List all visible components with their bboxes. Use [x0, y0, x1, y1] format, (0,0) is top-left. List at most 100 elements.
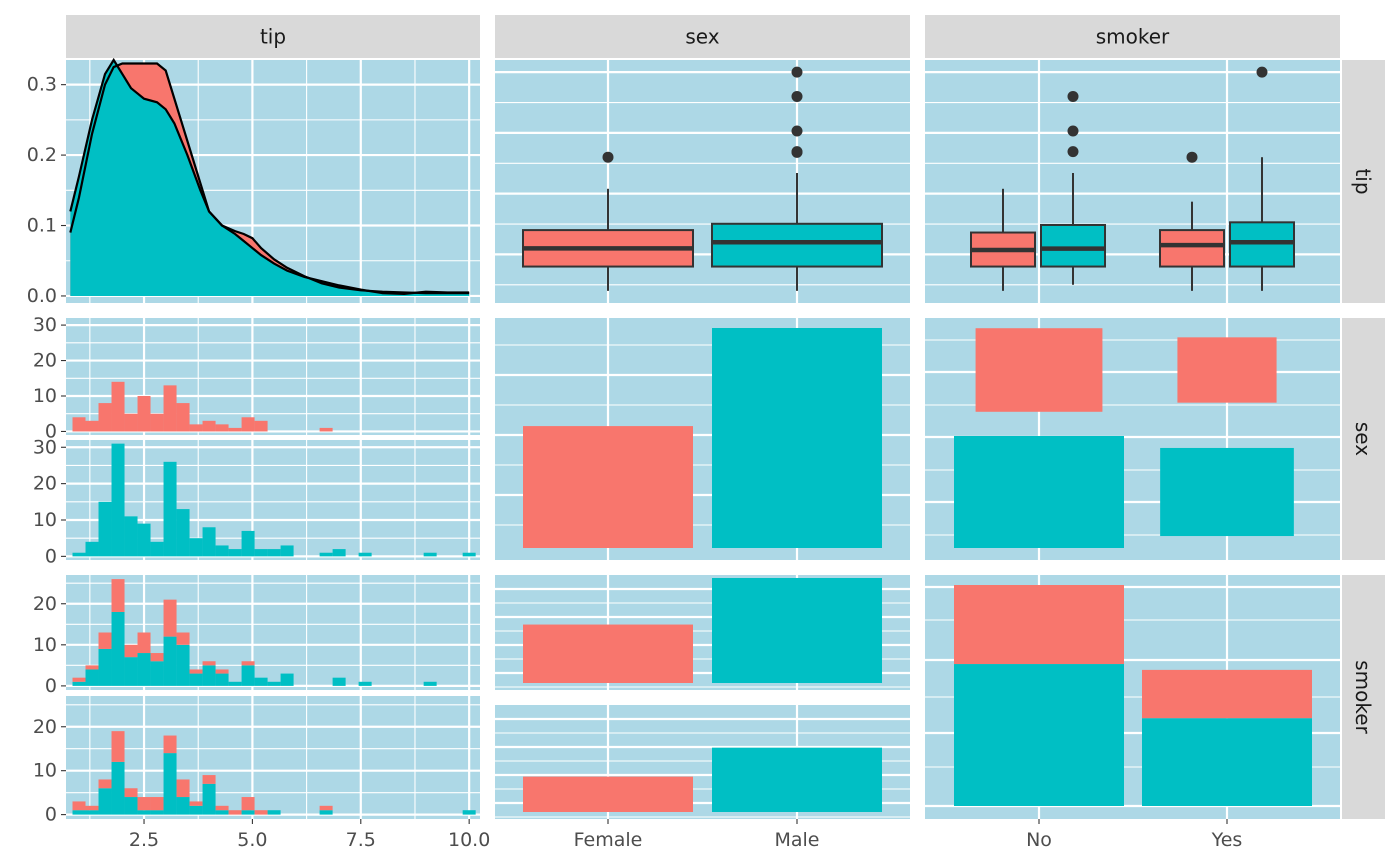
hist-bar-female [202, 775, 216, 784]
column-strip-tip [66, 15, 480, 58]
box-female-outlier-point [602, 151, 614, 163]
hist-bar-female [124, 788, 138, 798]
hist-bar-male [254, 677, 268, 686]
strips-layer: tip sex smoker tip sex smoker [66, 15, 1385, 819]
hist-female-ytick-label: 20 [33, 350, 57, 372]
x-tick-label-tip: 7.5 [346, 829, 376, 851]
bar-smoker-yes-female [523, 776, 693, 812]
hist-bar-male [72, 552, 86, 557]
hist-bar-male [228, 549, 242, 557]
hist-bar-female [137, 396, 151, 432]
hist-bar-female [241, 661, 255, 666]
x-tick-label-tip: 10.0 [448, 829, 490, 851]
box-male-outlier-point [791, 66, 803, 78]
hist-bar-female [98, 632, 112, 649]
hist-female-ytick-label: 0 [45, 420, 57, 442]
column-strip-label-smoker: smoker [1096, 25, 1170, 49]
hist-male-ytick-label: 10 [33, 509, 57, 531]
row-strip-label-smoker: smoker [1351, 660, 1375, 734]
hist-bar-male [254, 549, 268, 557]
hist-bar-male [72, 681, 86, 686]
hist-bar-male [228, 681, 242, 686]
hist-male-ytick-label: 20 [33, 473, 57, 495]
hist-bar-male [423, 552, 437, 557]
bar-smoker-no-male [712, 578, 882, 683]
x-tick-label-smoker: Yes [1211, 829, 1243, 851]
hist-bar-female [215, 424, 229, 432]
box-male-box [711, 222, 883, 268]
row-strip-tip [1342, 60, 1385, 303]
box-male-outlier-point [791, 146, 803, 158]
hist-bar-female [319, 427, 333, 432]
hist-bar-male [111, 443, 125, 557]
hist-bar-male [111, 761, 125, 815]
box-male-outlier-point [791, 90, 803, 102]
hist-bar-female [85, 420, 99, 432]
hist-bar-male [215, 810, 229, 815]
hist-bar-male [124, 516, 138, 557]
box-yes-male-outlier-point [1256, 66, 1268, 78]
hist-bar-male [124, 797, 138, 815]
hist-bar-female [319, 805, 333, 811]
hist-bar-male [150, 661, 164, 686]
hist-bar-female [111, 731, 125, 762]
hist-bar-male [150, 541, 164, 557]
hist-bar-male [189, 805, 203, 815]
density-ytick-label: 0.3 [27, 74, 57, 96]
box-yes-female-box [1159, 229, 1225, 268]
hist-bar-male [111, 611, 125, 686]
density-ytick-label: 0.2 [27, 144, 57, 166]
density-ytick-label: 0.1 [27, 215, 57, 237]
hist-bar-male [319, 810, 333, 815]
hist-smoker-yes-ytick-label: 0 [45, 804, 57, 826]
hist-bar-male [332, 677, 346, 686]
hist-bar-male [241, 810, 255, 815]
hist-smoker-no-ytick-label: 20 [33, 593, 57, 615]
hist-bar-female [124, 644, 138, 658]
hist-bar-female [189, 424, 203, 432]
hist-bar-female [163, 385, 177, 432]
hist-bar-male [124, 657, 138, 686]
hist-bar-female [72, 801, 86, 811]
hist-bar-male [202, 527, 216, 557]
hist-bar-female [176, 632, 190, 645]
bar-sex-female [523, 426, 693, 548]
hist-bar-male [85, 541, 99, 557]
tile-no-female [975, 328, 1103, 412]
hist-male-ytick-label: 0 [45, 545, 57, 567]
stack-yes-female [1142, 669, 1312, 719]
hist-smoker-no-ytick-label: 0 [45, 675, 57, 697]
hist-bar-male [163, 753, 177, 815]
hist-bar-female [150, 653, 164, 662]
column-strip-label-tip: tip [260, 25, 286, 49]
hist-bar-female [150, 797, 164, 811]
hist-bar-female [254, 810, 268, 815]
hist-bar-male [280, 545, 294, 557]
hist-bar-female [228, 427, 242, 432]
hist-bar-female [241, 797, 255, 811]
density-ytick-label: 0.0 [27, 285, 57, 307]
hist-female-ytick-label: 30 [33, 314, 57, 336]
box-no-male-outlier-point [1067, 146, 1079, 158]
hist-bar-male [267, 549, 281, 557]
hist-bar-male [358, 552, 372, 557]
hist-bar-male [163, 636, 177, 686]
hist-bar-female [176, 779, 190, 798]
hist-bar-male [215, 545, 229, 557]
stack-no-male [954, 664, 1124, 806]
hist-bar-male [150, 810, 164, 815]
row-strip-sex [1342, 318, 1385, 560]
hist-bar-male [319, 552, 333, 557]
hist-bar-female [111, 579, 125, 612]
panels-layer [66, 57, 1340, 819]
hist-bar-male [215, 673, 229, 686]
hist-bar-female [176, 403, 190, 432]
bar-smoker-no-female [523, 624, 693, 683]
bar-smoker-yes-male [712, 747, 882, 812]
x-tick-label-sex: Female [574, 829, 643, 851]
hist-bar-female [228, 810, 242, 815]
hist-bar-female [189, 669, 203, 674]
hist-bar-male [267, 810, 281, 815]
hist-bar-male [189, 673, 203, 686]
